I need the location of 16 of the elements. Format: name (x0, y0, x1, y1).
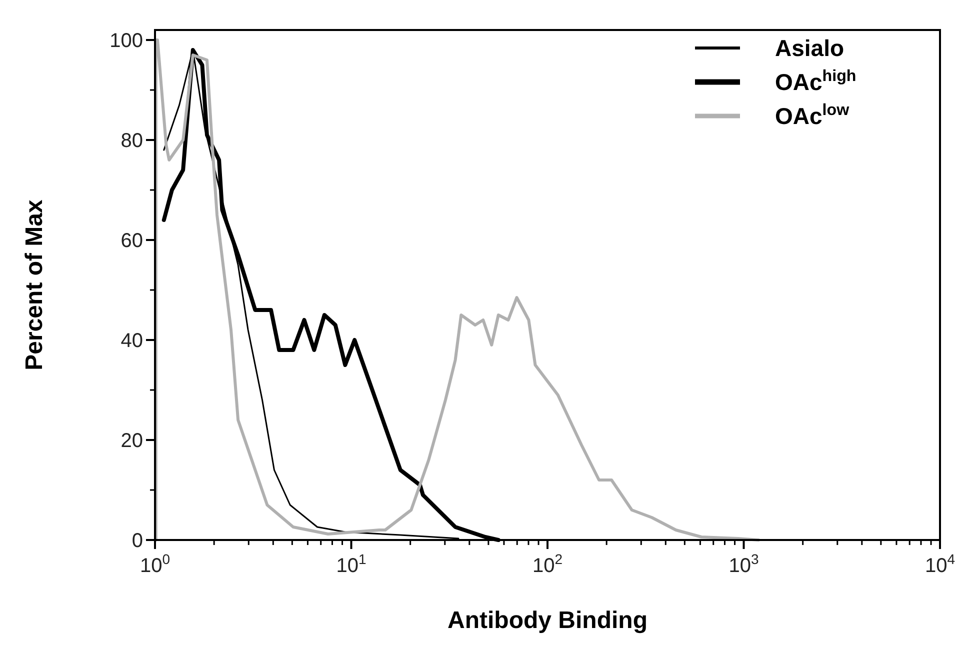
x-tick-label: 10$^{2}$ (532, 551, 563, 577)
y-tick-label: 20 (120, 430, 143, 452)
x-tick-label: 10$^{3}$ (728, 551, 759, 577)
y-tick-label: 100 (110, 30, 143, 52)
x-tick-label: 10$^{1}$ (336, 551, 366, 577)
x-tick-label: 10$^{4}$ (924, 551, 956, 577)
x-tick-label: 10$^{0}$ (140, 551, 170, 577)
legend-label: OAc$^{high}$ (775, 67, 856, 96)
y-axis-title: Percent of Max (21, 198, 48, 370)
x-axis-title: Antibody Binding (448, 607, 648, 634)
y-tick-label: 60 (120, 230, 143, 252)
legend-label: Asialo (775, 35, 844, 62)
y-tick-label: 40 (120, 330, 143, 352)
legend-label: OAc$^{low}$ (775, 101, 850, 130)
y-tick-label: 0 (132, 530, 143, 552)
y-tick-label: 80 (120, 130, 143, 152)
